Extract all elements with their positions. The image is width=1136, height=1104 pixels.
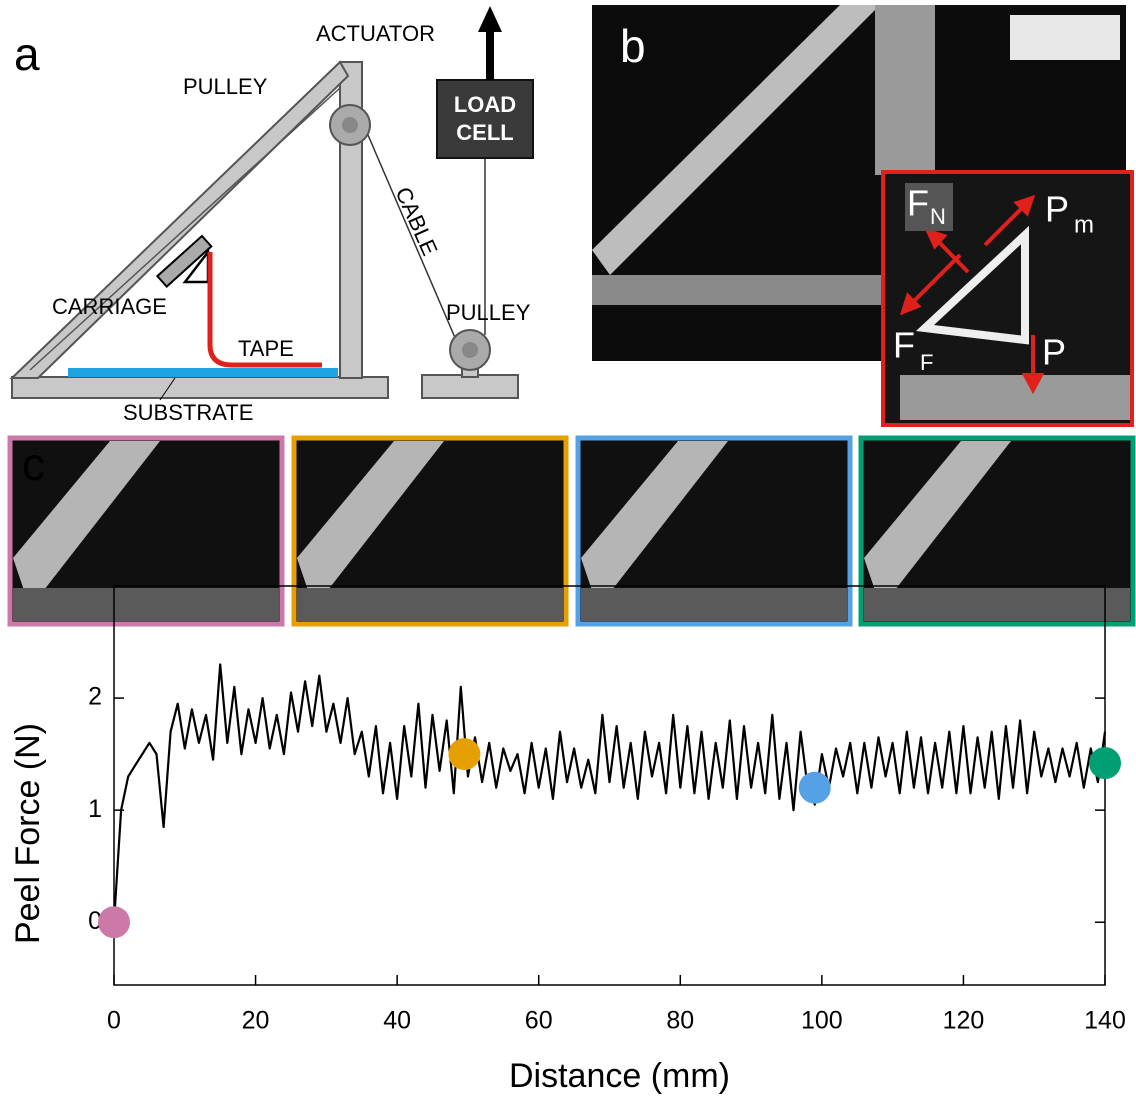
label: CELL — [456, 120, 513, 145]
pulley-hub — [462, 342, 478, 358]
label: SUBSTRATE — [123, 400, 253, 425]
substrate — [581, 588, 847, 621]
y-tick-label: 2 — [88, 683, 102, 711]
substrate — [864, 588, 1130, 621]
label: PULLEY — [183, 74, 268, 99]
panel-label: a — [14, 28, 40, 80]
diagonal-beam — [12, 62, 348, 378]
figure: a ACTUATOR PULLEY LOAD CELL CABLE CARRIA… — [0, 0, 1136, 1099]
label: CABLE — [390, 183, 442, 259]
x-tick-label: 100 — [801, 1007, 843, 1035]
x-tick-label: 80 — [666, 1007, 694, 1035]
force-label: F — [907, 183, 929, 224]
x-tick-label: 0 — [107, 1007, 121, 1035]
label: LOAD — [454, 92, 516, 117]
x-tick-label: 120 — [943, 1007, 985, 1035]
label: CARRIAGE — [52, 294, 167, 319]
pulley-base — [422, 375, 518, 398]
x-axis-label: Distance (mm) — [509, 1057, 730, 1095]
post — [875, 5, 935, 175]
x-tick-label: 20 — [242, 1007, 270, 1035]
label: PULLEY — [446, 300, 531, 325]
x-tick-label: 140 — [1084, 1007, 1126, 1035]
marker — [799, 772, 831, 804]
marker — [1089, 747, 1121, 779]
substrate — [297, 588, 563, 621]
force-label: F — [893, 325, 915, 366]
y-tick-label: 1 — [88, 795, 102, 823]
y-axis-label: Peel Force (N) — [9, 723, 47, 944]
pulley-hub — [342, 117, 358, 133]
force-label: P — [1042, 332, 1066, 373]
snapshots — [10, 438, 1133, 624]
force-label: P — [1045, 189, 1069, 230]
line — [114, 665, 1105, 923]
force-subscript: m — [1074, 211, 1094, 238]
substrate — [13, 588, 279, 621]
x-tick-label: 40 — [383, 1007, 411, 1035]
rail — [30, 88, 340, 370]
label: TAPE — [238, 336, 294, 361]
force-subscript: F — [920, 350, 933, 375]
instrument — [1010, 15, 1120, 60]
base — [900, 375, 1130, 420]
base — [592, 275, 892, 305]
photo: b F N P m F F P — [592, 5, 1132, 425]
base-beam — [12, 377, 388, 398]
arrow-head — [478, 6, 502, 32]
x-tick-label: 60 — [525, 1007, 553, 1035]
marker — [448, 738, 480, 770]
force-subscript: N — [930, 204, 946, 229]
substrate — [68, 368, 338, 377]
diagram: a ACTUATOR PULLEY LOAD CELL CABLE CARRIA… — [12, 6, 533, 425]
panel-label: c — [22, 438, 45, 490]
marker — [98, 906, 130, 938]
panel-label: b — [620, 20, 646, 72]
label: ACTUATOR — [316, 21, 435, 46]
